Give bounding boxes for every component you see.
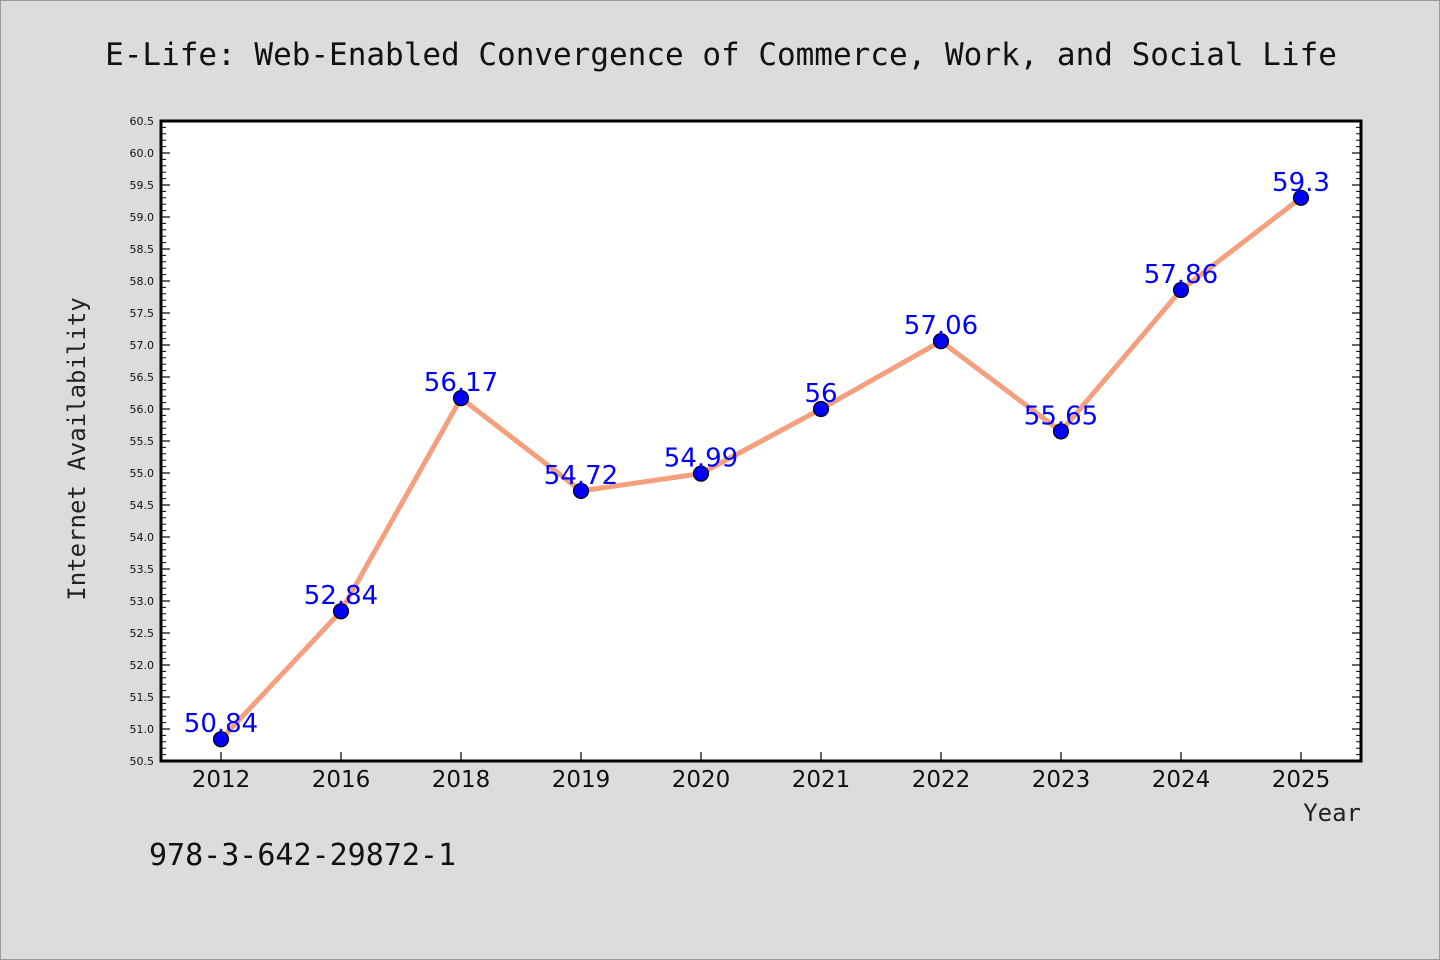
y-tick-label: 50.5 — [130, 755, 155, 768]
y-tick-label: 54.0 — [130, 531, 155, 544]
data-point — [572, 482, 590, 500]
y-tick-label: 58.0 — [130, 275, 155, 288]
data-label: 54.72 — [544, 461, 618, 491]
x-tick-label: 2023 — [1032, 767, 1091, 793]
data-label: 57.06 — [904, 311, 978, 341]
x-axis: 2012 2016 2018 2019 2020 2021 2022 2023 2024 2025 — [192, 752, 1331, 793]
data-point — [332, 603, 350, 620]
y-tick-label: 57.0 — [130, 339, 155, 352]
y-tick-label: 53.5 — [130, 563, 155, 576]
y-tick-label: 58.5 — [130, 243, 155, 256]
series-line — [218, 195, 1304, 742]
x-tick-label: 2018 — [432, 767, 491, 793]
y-axis-title: Internet Availability — [63, 297, 91, 600]
y-tick-label: 55.5 — [130, 435, 155, 448]
y-tick-label: 56.5 — [130, 371, 155, 384]
y-tick-label: 51.0 — [130, 723, 155, 736]
data-label: 56.17 — [424, 368, 498, 398]
x-tick-label: 2019 — [552, 767, 611, 793]
y-tick-label: 59.5 — [130, 179, 155, 192]
x-tick-label: 2025 — [1272, 767, 1331, 793]
y-tick-label: 56.0 — [130, 403, 155, 416]
x-tick-label: 2012 — [192, 767, 251, 793]
x-tick-label: 2021 — [792, 767, 851, 793]
y-tick-label: 51.5 — [130, 691, 155, 704]
series-group — [212, 189, 1310, 748]
y-tick-label: 57.5 — [130, 307, 155, 320]
data-point — [812, 400, 830, 418]
data-point — [692, 465, 710, 482]
data-point — [932, 333, 950, 350]
chart-title: E-Life: Web-Enabled Convergence of Comme… — [105, 37, 1337, 73]
x-tick-label: 2024 — [1152, 767, 1211, 793]
y-tick-label: 60.5 — [130, 115, 155, 128]
y-tick-label: 52.5 — [130, 627, 155, 640]
x-tick-label: 2020 — [672, 767, 731, 793]
y-tick-label: 60.0 — [130, 147, 155, 160]
data-point — [452, 390, 470, 407]
data-point — [1172, 281, 1190, 299]
data-label: 57.86 — [1144, 260, 1218, 290]
data-label: 56 — [804, 379, 837, 409]
data-point — [1292, 189, 1310, 206]
y-tick-label: 53.0 — [130, 595, 155, 608]
y-tick-label: 54.5 — [130, 499, 155, 512]
data-label: 55.65 — [1024, 401, 1098, 431]
y-tick-label: 59.0 — [130, 211, 155, 224]
data-labels: 50.84 52.84 56.17 54.72 54.99 56 57.06 55.65 57.… — [184, 168, 1330, 739]
data-point — [212, 731, 230, 748]
y-tick-label: 52.0 — [130, 659, 155, 672]
x-tick-label: 2022 — [912, 767, 971, 793]
data-point — [1052, 423, 1070, 440]
x-tick-label: 2016 — [312, 767, 371, 793]
y-axis: 50.5 51.0 51.5 52.0 52.5 53.0 53.5 54.0 54.5 55.0… — [130, 115, 1361, 768]
data-label: 54.99 — [664, 444, 738, 474]
data-label: 59.3 — [1272, 168, 1330, 198]
y-tick-label: 55.0 — [130, 467, 155, 480]
isbn-footer: 978-3-642-29872-1 — [149, 838, 456, 873]
data-label: 52.84 — [304, 581, 378, 611]
x-axis-title: Year — [1303, 799, 1361, 827]
data-label: 50.84 — [184, 709, 258, 739]
